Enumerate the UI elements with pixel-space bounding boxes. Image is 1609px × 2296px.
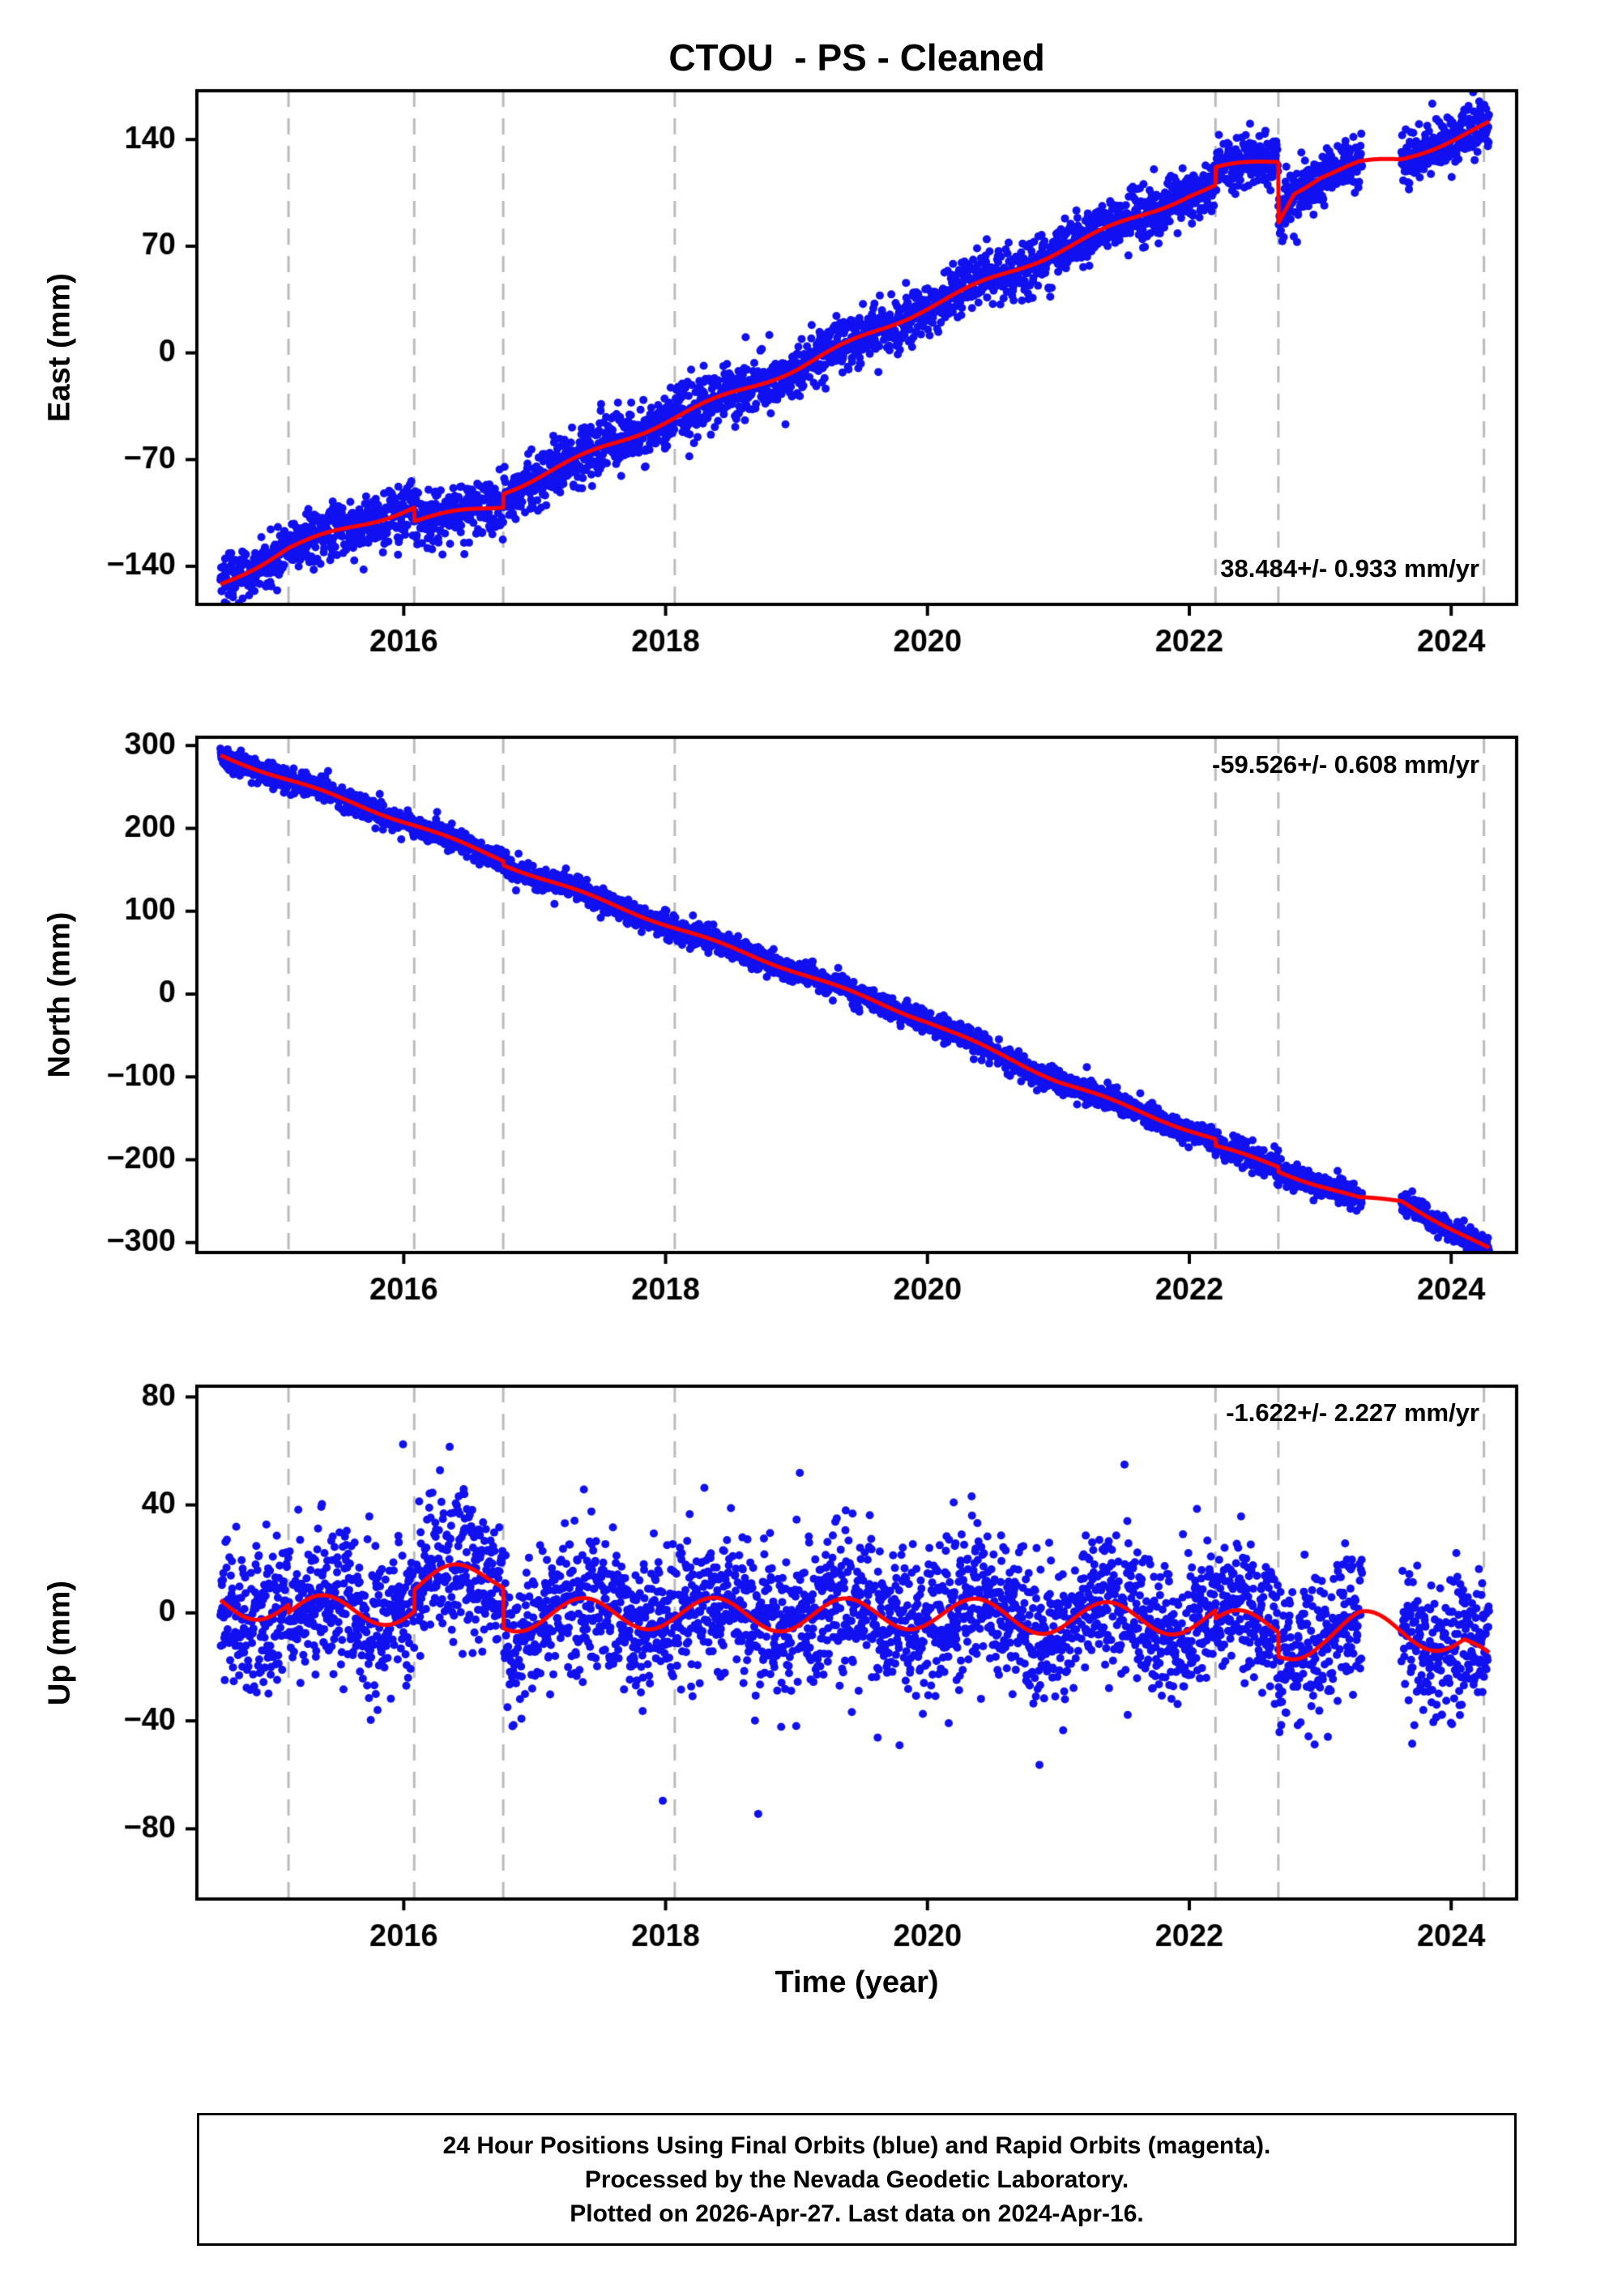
y-axis-label-up: Up (mm)	[42, 1580, 77, 1706]
y-axis-label-north: North (mm)	[42, 911, 77, 1078]
caption-line-2: Processed by the Nevada Geodetic Laborat…	[584, 2166, 1129, 2193]
caption-line-3: Plotted on 2026-Apr-27. Last data on 202…	[570, 2200, 1144, 2227]
caption-line-1: 24 Hour Positions Using Final Orbits (bl…	[442, 2132, 1271, 2159]
y-axis-label-east: East (mm)	[42, 273, 77, 422]
velocity-annotation-north: -59.526+/- 0.608 mm/yr	[1211, 750, 1479, 779]
x-axis-label: Time (year)	[775, 1965, 939, 1999]
velocity-annotation-east: 38.484+/- 0.933 mm/yr	[1220, 554, 1479, 583]
velocity-annotation-up: -1.622+/- 2.227 mm/yr	[1226, 1398, 1479, 1427]
page-title: CTOU - PS - Cleaned	[668, 36, 1045, 79]
caption-box: 24 Hour Positions Using Final Orbits (bl…	[197, 2113, 1517, 2246]
